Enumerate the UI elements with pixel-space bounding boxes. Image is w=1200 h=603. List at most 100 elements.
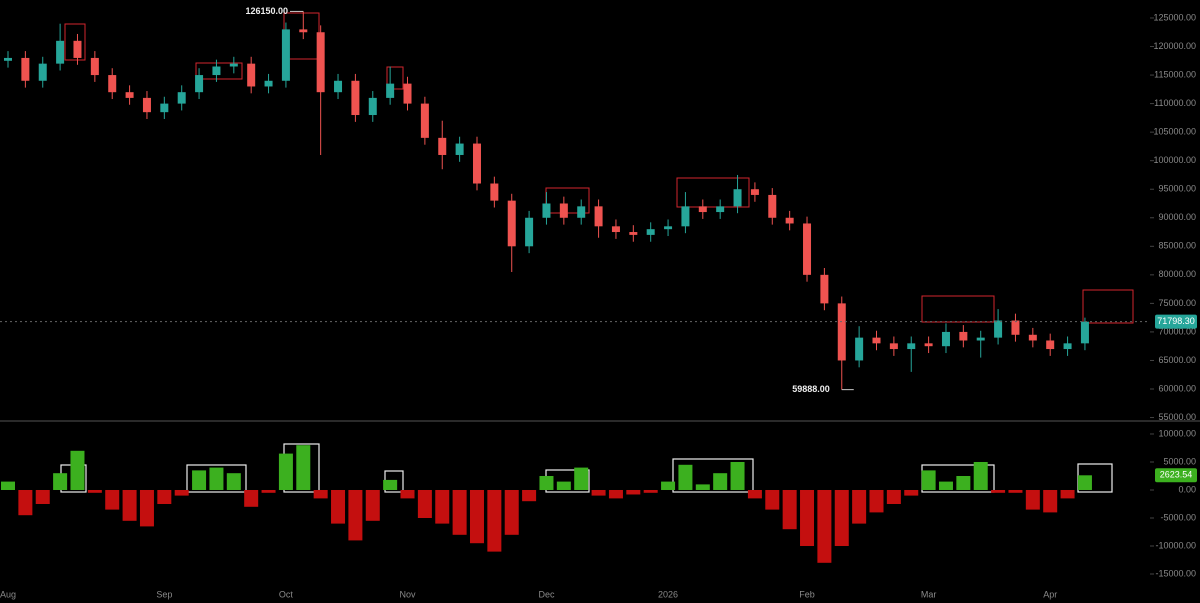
y-tick-label: 75000.00 xyxy=(1158,298,1196,308)
histogram-bar xyxy=(730,461,745,490)
candle-body xyxy=(716,206,725,213)
x-tick-label: Sep xyxy=(156,589,172,599)
candle-body xyxy=(4,57,12,61)
candle-body xyxy=(629,232,638,235)
histogram-bar xyxy=(661,481,676,490)
histogram-bar xyxy=(1077,475,1092,490)
candle-body xyxy=(472,143,481,184)
candle-body xyxy=(490,183,499,201)
candle-body xyxy=(577,206,586,218)
candle-body xyxy=(542,203,551,218)
candle-body xyxy=(21,57,30,81)
histogram-bar xyxy=(886,489,901,504)
x-tick-label: Nov xyxy=(400,589,417,599)
candle-body xyxy=(768,194,777,218)
histogram-bar xyxy=(1043,489,1058,513)
histogram-bar xyxy=(469,489,484,544)
y-tick-label: 100000.00 xyxy=(1153,155,1196,165)
candle-body xyxy=(1080,321,1089,344)
zone-box xyxy=(64,23,86,61)
histogram-bar xyxy=(782,489,797,530)
candle-body xyxy=(1046,340,1055,350)
candle-body xyxy=(733,189,742,207)
histogram-bar xyxy=(626,489,641,495)
candle-body xyxy=(90,57,99,76)
candle-body xyxy=(455,143,464,155)
histogram-bar xyxy=(261,489,276,493)
histogram-bar xyxy=(852,489,867,524)
candle-body xyxy=(785,217,794,224)
last-price-tag: 71798.30 xyxy=(1157,316,1195,326)
histogram-bar xyxy=(383,479,398,490)
histogram-bar xyxy=(87,489,102,493)
y-tick-label: 125000.00 xyxy=(1153,12,1196,22)
candle-body xyxy=(403,83,412,104)
candle-body xyxy=(386,83,395,98)
histogram-bar xyxy=(574,467,589,490)
candle-body xyxy=(316,32,325,93)
candle-body xyxy=(247,63,256,87)
histogram-bar xyxy=(400,489,415,499)
histogram-bar xyxy=(139,489,154,527)
histogram-bar xyxy=(296,445,311,490)
histogram-bar xyxy=(278,453,293,490)
y-tick-label: 0.00 xyxy=(1178,484,1196,494)
last-value-tag: 2623.54 xyxy=(1160,470,1193,480)
candle-body xyxy=(177,92,186,104)
zone-box xyxy=(672,458,754,493)
histogram-bar xyxy=(417,489,432,519)
histogram-bar xyxy=(18,489,33,516)
candle-body xyxy=(872,337,881,344)
y-tick-label: 105000.00 xyxy=(1153,127,1196,137)
x-tick-label: Oct xyxy=(279,589,294,599)
y-tick-label: -15000.00 xyxy=(1155,568,1196,578)
histogram-bar xyxy=(522,489,537,502)
histogram-bar xyxy=(1008,489,1023,493)
candle-body xyxy=(351,80,360,116)
histogram-bar xyxy=(35,489,50,504)
candle-body xyxy=(803,223,812,275)
candle-body xyxy=(438,137,447,155)
histogram-bar xyxy=(105,489,120,510)
candle-body xyxy=(976,337,985,341)
candle-body xyxy=(229,63,238,67)
histogram-bar xyxy=(122,489,137,521)
candle-body xyxy=(1028,334,1037,341)
candle-body xyxy=(664,226,673,230)
histogram-bar xyxy=(938,481,953,490)
histogram-bar xyxy=(991,489,1006,493)
x-tick-label: Dec xyxy=(538,589,555,599)
y-tick-label: 110000.00 xyxy=(1154,98,1196,108)
histogram-bar xyxy=(643,489,658,493)
candle-body xyxy=(750,189,759,195)
low-label: 59888.00 xyxy=(792,384,830,394)
histogram-bar xyxy=(70,450,85,490)
candle-body xyxy=(56,40,65,64)
last-price-tag-bg xyxy=(1155,314,1197,329)
candle-body xyxy=(334,80,343,93)
zone-box xyxy=(676,177,750,208)
candle-body xyxy=(855,337,864,361)
histogram-bar xyxy=(313,489,328,499)
y-tick-label: 70000.00 xyxy=(1158,326,1196,336)
histogram-bar xyxy=(956,475,971,490)
histogram-bar xyxy=(452,489,467,535)
y-tick-label: -5000.00 xyxy=(1160,512,1196,522)
histogram-bar xyxy=(487,489,502,552)
candle-body xyxy=(108,75,117,93)
candle-body xyxy=(837,303,846,361)
candle-body xyxy=(368,97,377,116)
histogram-bar xyxy=(365,489,380,521)
histogram-bar xyxy=(244,489,259,507)
candle-body xyxy=(195,75,204,93)
histogram-bar xyxy=(209,467,224,490)
histogram-bar xyxy=(591,489,606,496)
candle-body xyxy=(212,66,221,76)
y-tick-label: 115000.00 xyxy=(1154,69,1196,79)
y-tick-label: -10000.00 xyxy=(1155,540,1196,550)
candle-body xyxy=(507,200,516,247)
histogram-bar xyxy=(834,489,849,547)
y-tick-label: 55000.00 xyxy=(1158,412,1196,422)
candle-body xyxy=(941,331,950,347)
